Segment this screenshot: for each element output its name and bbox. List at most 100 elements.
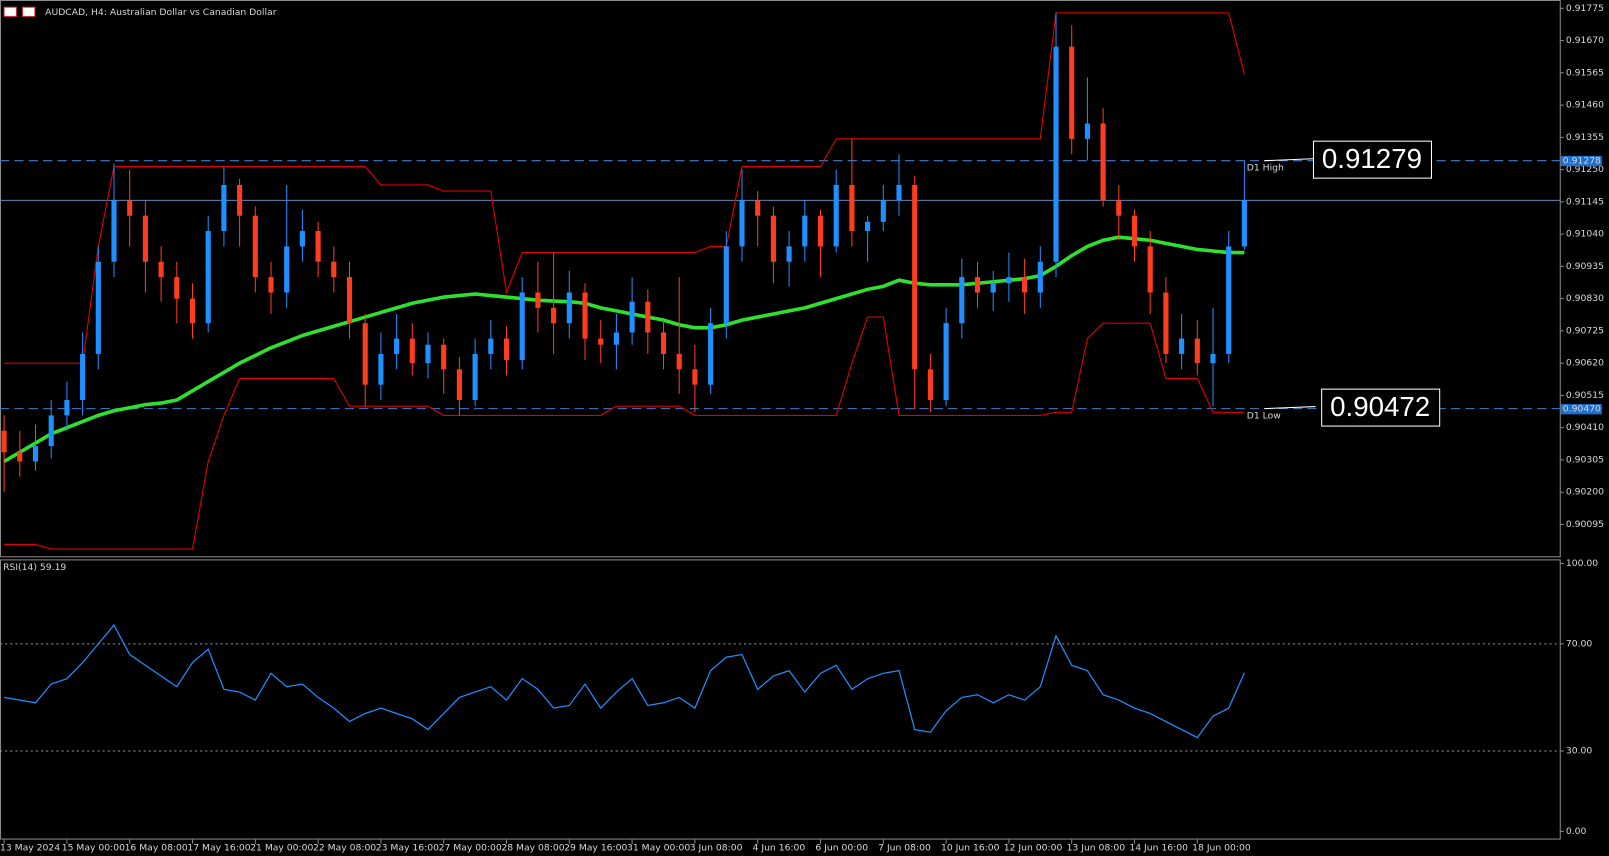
x-tick-label: 31 May 00:00 xyxy=(627,842,690,853)
candle-body xyxy=(174,277,180,299)
candle-body xyxy=(786,246,792,262)
candle-body xyxy=(64,400,70,416)
candle-body xyxy=(1241,200,1247,247)
flag-icon xyxy=(3,6,17,17)
candle-body xyxy=(142,215,148,262)
candle-body xyxy=(676,353,682,370)
level-name: D1 High xyxy=(1247,162,1284,173)
candle-body xyxy=(833,184,839,247)
y-tick-label: 0.90200 xyxy=(1566,487,1604,498)
y-tick-label: 0.90305 xyxy=(1566,454,1604,465)
y-tick-label: 0.90515 xyxy=(1566,390,1604,401)
candle-body xyxy=(943,323,949,401)
candle-body xyxy=(770,215,776,262)
candle-body xyxy=(32,446,39,462)
x-tick-label: 17 May 16:00 xyxy=(187,842,250,853)
candle-body xyxy=(409,338,415,364)
candle-body xyxy=(880,200,886,222)
candle-body xyxy=(1210,353,1216,364)
candle-body xyxy=(582,292,588,339)
candle-body xyxy=(755,200,761,216)
candle-body xyxy=(1131,215,1138,247)
y-tick-label: 0.91040 xyxy=(1566,229,1604,240)
candle-body xyxy=(284,246,290,293)
y-tick-label: 0.90830 xyxy=(1566,293,1604,304)
x-tick-label: 4 Jun 16:00 xyxy=(753,842,806,853)
candle-body xyxy=(221,184,227,232)
candle-body xyxy=(927,369,933,401)
candle-body xyxy=(503,338,510,361)
candle-body xyxy=(519,292,525,361)
x-tick-label: 12 Jun 00:00 xyxy=(1004,842,1063,853)
y-tick-label: 30.00 xyxy=(1566,745,1593,756)
candle-body xyxy=(817,215,824,247)
level-value: 0.90472 xyxy=(1330,391,1430,422)
candle-body xyxy=(1226,246,1232,354)
y-tick-label: 0.91355 xyxy=(1566,132,1604,143)
candle-body xyxy=(1194,338,1200,364)
candle-body xyxy=(535,292,541,308)
candle-body xyxy=(551,307,557,324)
candle-body xyxy=(1006,277,1012,284)
level-box xyxy=(1321,388,1441,427)
candle-body xyxy=(912,184,918,370)
level-connector xyxy=(1264,406,1316,410)
x-tick-label: 29 May 16:00 xyxy=(564,842,627,853)
y-tick-label: 0.91460 xyxy=(1566,100,1604,111)
candle-body xyxy=(252,215,258,278)
level-box xyxy=(1312,140,1432,179)
x-tick-label: 6 Jun 00:00 xyxy=(815,842,868,853)
y-tick-label: 0.91775 xyxy=(1566,3,1604,14)
candle-body xyxy=(1022,277,1028,293)
candle-body xyxy=(346,277,353,324)
candle-body xyxy=(645,301,651,333)
candle-body xyxy=(472,353,478,401)
main-pane-frame xyxy=(0,0,1561,558)
x-tick-label: 15 May 00:00 xyxy=(62,842,125,853)
candle-body xyxy=(959,277,965,324)
candle-body xyxy=(425,344,431,364)
candle-body xyxy=(315,231,321,262)
axis-marker xyxy=(1560,155,1602,167)
flag-icon xyxy=(22,6,36,17)
axis-marker xyxy=(1560,404,1602,415)
candle-body xyxy=(158,261,164,278)
y-tick-label: 0.90620 xyxy=(1566,358,1604,369)
candle-body xyxy=(237,184,243,216)
y-tick-label: 0.91145 xyxy=(1566,196,1604,207)
level-value: 0.91279 xyxy=(1322,143,1422,174)
candle-body xyxy=(613,332,619,345)
candle-body xyxy=(1100,123,1106,201)
y-tick-label: 0.00 xyxy=(1566,826,1587,837)
candle-body xyxy=(111,200,117,262)
candle-body xyxy=(1053,46,1059,262)
candle-body xyxy=(802,215,808,247)
candle-body xyxy=(692,369,698,385)
candle-body xyxy=(362,323,368,385)
y-tick-label: 0.91565 xyxy=(1566,67,1604,78)
candle-body xyxy=(17,452,23,462)
candle-body xyxy=(849,184,855,232)
symbol-icons xyxy=(3,6,36,17)
y-tick-label: 70.00 xyxy=(1566,638,1593,649)
candle-body xyxy=(865,221,871,232)
axis-marker-label: 0.91278 xyxy=(1563,155,1601,166)
x-tick-label: 3 Jun 08:00 xyxy=(690,842,743,853)
candle-body xyxy=(629,301,635,333)
y-tick-label: 0.90410 xyxy=(1566,422,1604,433)
x-tick-label: 21 May 00:00 xyxy=(250,842,313,853)
x-tick-label: 23 May 16:00 xyxy=(376,842,439,853)
moving-average xyxy=(3,235,1245,464)
candle-body xyxy=(723,246,729,324)
level-name: D1 Low xyxy=(1247,410,1282,421)
y-tick-label: 0.90095 xyxy=(1566,519,1604,530)
chart-title: AUDCAD, H4: Australian Dollar vs Canadia… xyxy=(45,7,277,18)
candle-body xyxy=(331,261,337,278)
candle-body xyxy=(488,338,494,354)
candle-body xyxy=(95,261,101,354)
candle-body xyxy=(299,231,305,247)
candle-body xyxy=(566,292,572,324)
y-tick-label: 0.90725 xyxy=(1566,325,1604,336)
